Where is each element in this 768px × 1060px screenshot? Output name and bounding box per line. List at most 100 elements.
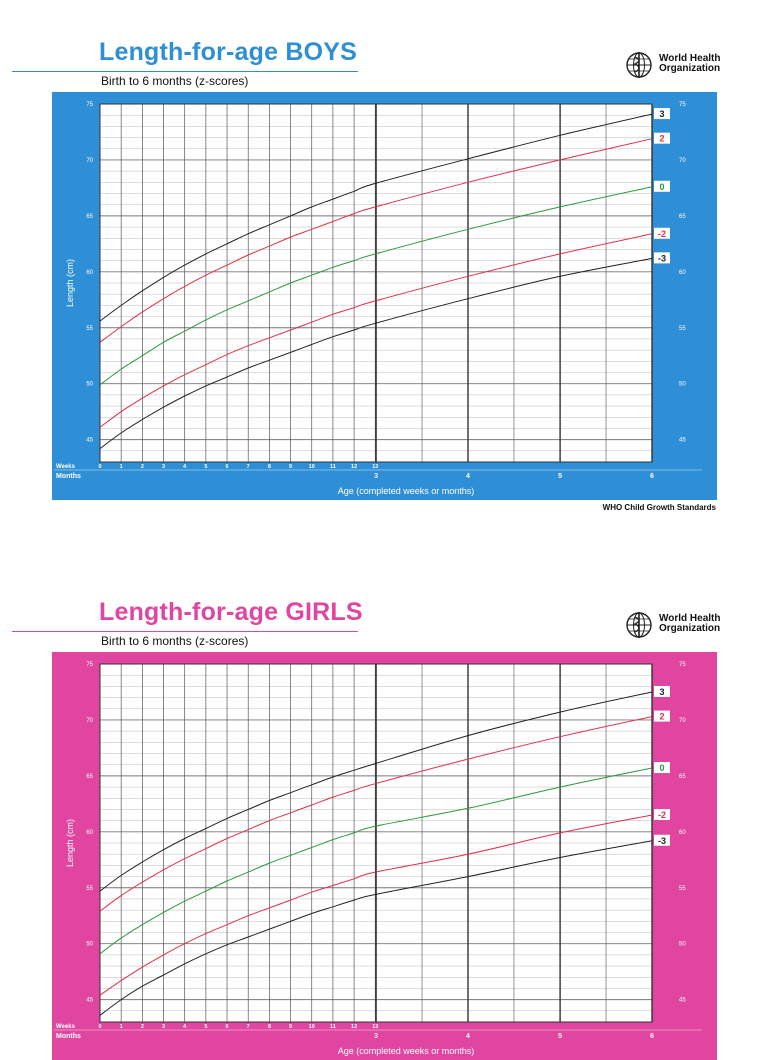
plot-border [99, 103, 653, 463]
week-tick-label: 7 [247, 464, 250, 470]
month-tick-label: 5 [558, 1033, 562, 1040]
month-tick-label: 4 [466, 1033, 470, 1040]
y-tick-label-left: 65 [86, 774, 93, 780]
zscore-label-bg [654, 809, 670, 821]
week-tick-label: 5 [204, 1024, 207, 1030]
y-tick-label-left: 50 [86, 942, 93, 948]
week-tick-label: 10 [309, 464, 315, 470]
y-tick-label-right: 45 [679, 998, 686, 1004]
week-tick-label: 13 [372, 464, 378, 470]
who-line2: Organization [659, 623, 721, 634]
zscore-curve-2 [99, 138, 653, 343]
zscore-label-2: 2 [659, 712, 664, 722]
girls-chart-subtitle: Birth to 6 months (z-scores) [101, 634, 249, 648]
boys-chart: 45 45 50 50 55 55 60 60 65 65 70 70 75 75 Length (cm) W… [52, 92, 717, 500]
zscore-label--3: -3 [658, 253, 666, 263]
zscore-label-0: 0 [659, 182, 664, 192]
week-tick-label: 11 [330, 1024, 336, 1030]
zscore-curve-3 [99, 691, 653, 892]
month-tick-label: 6 [650, 1033, 654, 1040]
zscore-label-bg [654, 132, 670, 144]
zscore-label-bg [654, 685, 670, 697]
boys-chart-title: Length-for-age BOYS [99, 38, 357, 66]
who-wordmark: World Health Organization [659, 54, 729, 74]
y-tick-label-right: 45 [679, 438, 686, 444]
week-tick-label: 5 [204, 464, 207, 470]
week-tick-label: 13 [372, 1024, 378, 1030]
y-tick-label-right: 75 [679, 102, 686, 108]
week-tick-label: 2 [141, 464, 144, 470]
zscore-curve-2 [99, 716, 653, 912]
y-tick-label-right: 65 [679, 774, 686, 780]
who-logo: World Health Organization [624, 610, 724, 640]
who-line1: World Health [659, 613, 721, 624]
girls-title-rule [12, 631, 358, 632]
zscore-label-bg [654, 108, 670, 120]
week-tick-label: 6 [226, 1024, 229, 1030]
who-logo: World Health Organization [624, 50, 724, 80]
boys-chart-subtitle: Birth to 6 months (z-scores) [101, 74, 249, 88]
week-tick-label: 4 [183, 464, 187, 470]
zscore-label-2: 2 [659, 134, 664, 144]
zscore-curve-0 [99, 186, 653, 386]
y-tick-label-left: 55 [86, 326, 93, 332]
week-tick-label: 6 [226, 464, 229, 470]
zscore-curve--3 [99, 840, 653, 1016]
y-tick-label-left: 60 [86, 830, 93, 836]
y-tick-label-left: 65 [86, 214, 93, 220]
x-axis-title: Age (completed weeks or months) [338, 1046, 475, 1056]
months-row-label: Months [56, 473, 81, 480]
weeks-row-label: Weeks [56, 464, 76, 470]
y-tick-label-left: 45 [86, 438, 93, 444]
y-tick-label-left: 75 [86, 662, 93, 668]
y-tick-label-right: 50 [679, 942, 686, 948]
who-line2: Organization [659, 63, 721, 74]
week-tick-label: 1 [120, 1024, 123, 1030]
who-line1: World Health [659, 53, 721, 64]
month-tick-label: 4 [466, 473, 470, 480]
y-tick-label-right: 60 [679, 270, 686, 276]
week-tick-label: 12 [351, 1024, 357, 1030]
y-tick-label-left: 45 [86, 998, 93, 1004]
boys-chart-sheet: Length-for-age BOYS Birth to 6 months (z… [12, 38, 724, 512]
zscore-label-bg [654, 227, 670, 239]
week-tick-label: 9 [289, 464, 292, 470]
zscore-curve-3 [99, 113, 653, 322]
who-wordmark: World Health Organization [659, 614, 729, 634]
y-tick-label-right: 55 [679, 886, 686, 892]
month-tick-label: 6 [650, 473, 654, 480]
y-tick-label-left: 55 [86, 886, 93, 892]
who-emblem-icon [626, 612, 652, 638]
zscore-label--2: -2 [658, 229, 666, 239]
zscore-curve--2 [99, 814, 653, 996]
months-row-label: Months [56, 1033, 81, 1040]
zscore-label--3: -3 [658, 836, 666, 846]
y-tick-label-left: 60 [86, 270, 93, 276]
zscore-label-bg [654, 762, 670, 774]
y-tick-label-right: 55 [679, 326, 686, 332]
zscore-label-bg [654, 834, 670, 846]
zscore-curve--2 [99, 233, 653, 428]
zscore-curve--3 [99, 257, 653, 450]
y-tick-label-left: 50 [86, 382, 93, 388]
zscore-curve-0 [99, 767, 653, 955]
x-axis-title: Age (completed weeks or months) [338, 486, 475, 496]
week-tick-label: 3 [162, 1024, 165, 1030]
girls-chart-title: Length-for-age GIRLS [99, 598, 363, 626]
zscore-label-bg [654, 180, 670, 192]
week-tick-label: 9 [289, 1024, 292, 1030]
y-tick-label-right: 50 [679, 382, 686, 388]
week-tick-label: 10 [309, 1024, 315, 1030]
chart-footer-source: WHO Child Growth Standards [602, 503, 716, 512]
week-tick-label: 0 [98, 464, 101, 470]
y-tick-label-left: 70 [86, 718, 93, 724]
zscore-label-0: 0 [659, 763, 664, 773]
zscore-label--2: -2 [658, 810, 666, 820]
y-axis-title: Length (cm) [65, 259, 75, 307]
y-tick-label-left: 75 [86, 102, 93, 108]
y-tick-label-right: 60 [679, 830, 686, 836]
zscore-label-bg [654, 710, 670, 722]
weeks-row-label: Weeks [56, 1024, 76, 1030]
